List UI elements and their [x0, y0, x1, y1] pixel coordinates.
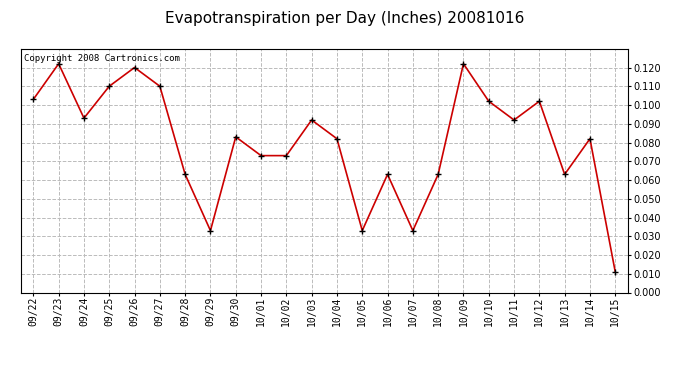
- Text: Evapotranspiration per Day (Inches) 20081016: Evapotranspiration per Day (Inches) 2008…: [166, 11, 524, 26]
- Text: Copyright 2008 Cartronics.com: Copyright 2008 Cartronics.com: [23, 54, 179, 63]
